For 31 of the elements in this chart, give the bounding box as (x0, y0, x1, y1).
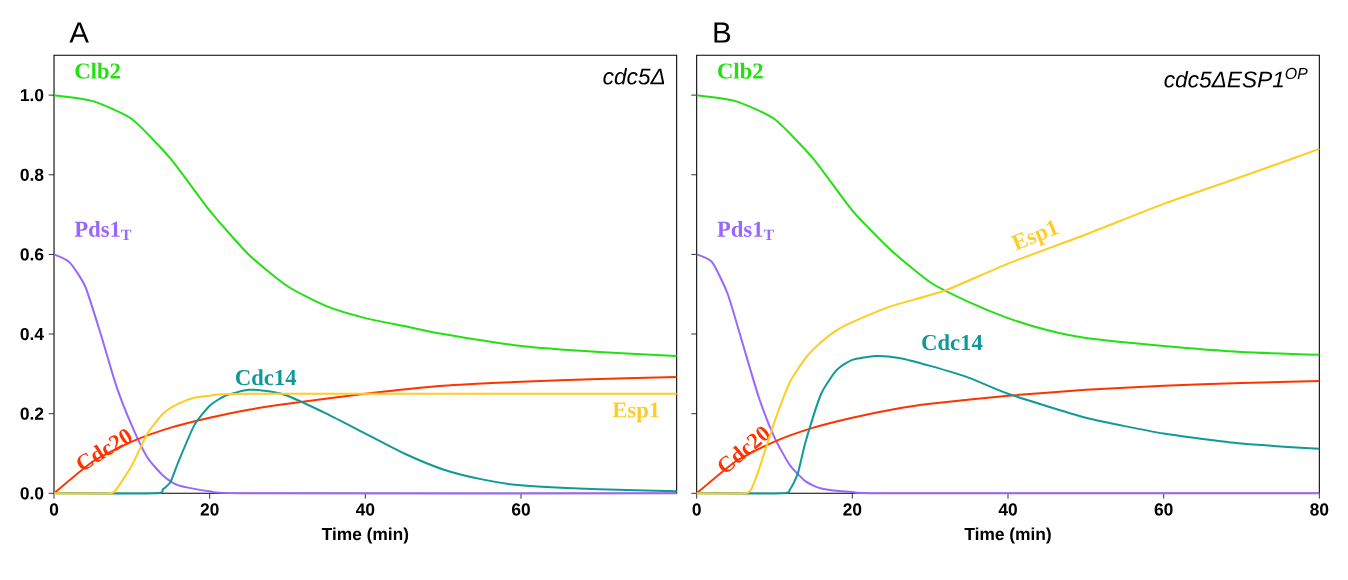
annotation: cdc5ΔESP1$^{OP}$ (1164, 67, 1308, 88)
line-series (53, 253, 678, 495)
x-tick-label: 40 (998, 503, 1017, 516)
x-tick-label: 0 (49, 503, 59, 516)
x-tick-label: 20 (843, 503, 862, 516)
x-tick-label: 60 (511, 503, 530, 516)
x-tick-label: 20 (200, 503, 219, 516)
series-label: Pds1$_{T}$ (74, 220, 132, 241)
line-series (53, 94, 678, 357)
chart-title: B (714, 22, 731, 43)
y-tick-label: 0.6 (20, 248, 44, 261)
series-label: Clb2 (75, 62, 120, 79)
x-tick-label: 60 (1154, 503, 1173, 516)
series-label: Cdc14 (235, 369, 297, 386)
y-tick-label: 1.0 (20, 89, 44, 102)
annotation: cdc5Δ (603, 67, 665, 85)
y-tick-label: 0.0 (20, 487, 44, 500)
series-label: Esp1 (612, 402, 659, 423)
x-axis-title: Time (min) (321, 527, 409, 544)
y-tick-label: 0.4 (20, 327, 44, 341)
series-label: Cdc14 (922, 334, 983, 351)
series-label: Pds1$_{T}$ (717, 220, 774, 241)
chart-title: A (69, 22, 89, 43)
x-tick-label: 80 (1310, 503, 1329, 516)
y-tick-label: 0.2 (20, 407, 44, 420)
y-tick-label: 0.8 (20, 168, 44, 181)
series-label: Clb2 (718, 62, 763, 79)
text: Esp1 (1010, 220, 1060, 251)
x-tick-label: 0 (692, 503, 701, 516)
x-axis-title: Time (min) (964, 527, 1051, 544)
x-tick-label: 40 (355, 503, 375, 516)
